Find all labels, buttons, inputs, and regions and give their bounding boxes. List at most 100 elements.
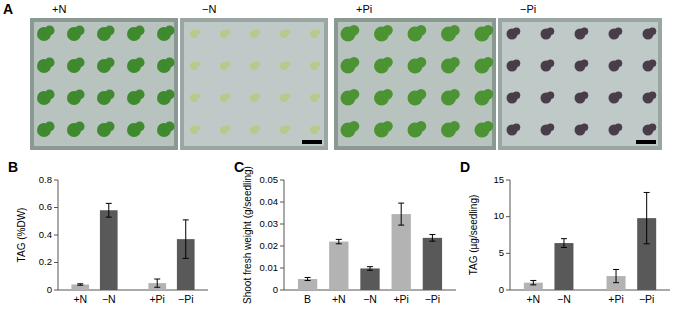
error-cap [106, 203, 112, 204]
y-tick-label: 0.4 [39, 229, 52, 240]
error-line [432, 235, 433, 242]
error-cap [154, 287, 160, 288]
seedling [483, 57, 494, 68]
y-tick [280, 290, 284, 291]
photo [334, 18, 496, 150]
seedling [135, 26, 145, 36]
error-cap [367, 270, 373, 271]
panel-label: B [8, 159, 18, 175]
error-bar [336, 239, 342, 243]
scale-bar [636, 140, 656, 144]
error-line [563, 239, 564, 248]
photo [498, 18, 662, 150]
error-cap [561, 238, 567, 239]
seedling [105, 26, 115, 36]
y-tick-label: 0 [273, 284, 278, 295]
seedling [45, 58, 55, 68]
error-bar [106, 203, 112, 217]
y-tick-label: 15 [493, 174, 504, 185]
y-tick-label: 0.8 [39, 174, 52, 185]
error-cap [530, 280, 536, 281]
bar [298, 279, 317, 290]
seedling [416, 57, 427, 68]
figure: A+N−N+Pi−PiBTAG (%DW)00.20.40.60.8+N−N+P… [0, 0, 680, 314]
error-line [401, 203, 402, 225]
y-tick [280, 246, 284, 247]
y-tick-label: 0.2 [39, 256, 52, 267]
seedling [194, 93, 200, 99]
error-cap [429, 241, 435, 242]
seedling [513, 123, 521, 131]
error-line [185, 220, 186, 259]
bars [298, 203, 442, 290]
error-cap [305, 277, 311, 278]
error-cap [336, 239, 342, 240]
seedling [194, 125, 200, 131]
photo-plate [180, 18, 328, 150]
bar [392, 214, 411, 290]
error-bar [530, 280, 536, 284]
seedling [649, 27, 657, 35]
seedling [45, 26, 55, 36]
error-cap [154, 279, 160, 280]
error-bar [398, 203, 404, 225]
seedling [649, 91, 657, 99]
seedling [224, 93, 230, 99]
error-cap [644, 192, 650, 193]
seedling [513, 91, 521, 99]
error-cap [613, 269, 619, 270]
x-tick-label: +N [526, 293, 540, 305]
x-tick-label: −Pi [639, 293, 654, 305]
error-bar [644, 192, 650, 243]
error-cap [398, 203, 404, 204]
bars [524, 192, 656, 290]
y-tick [54, 290, 58, 291]
photo [180, 18, 328, 150]
y-axis [284, 180, 285, 290]
seedling [547, 123, 555, 131]
y-tick-label: 0 [47, 284, 52, 295]
y-tick [280, 224, 284, 225]
error-bar [367, 267, 373, 271]
seedling [314, 93, 320, 99]
seedling [284, 93, 290, 99]
y-tick [506, 216, 510, 217]
seedling [284, 61, 290, 67]
error-cap [561, 247, 567, 248]
y-tick-label: 5 [499, 247, 504, 258]
bar [71, 285, 89, 291]
seedling [45, 90, 55, 100]
photo-plate [334, 18, 496, 150]
seedling [649, 59, 657, 67]
y-tick [506, 253, 510, 254]
x-tick-label: −N [557, 293, 571, 305]
seedling [224, 125, 230, 131]
seedling [314, 61, 320, 67]
chart: DTAG (µg/seedling)051015+N−N+Pi−Pi [460, 159, 670, 305]
seedling [547, 27, 555, 35]
error-cap [305, 280, 311, 281]
seedling [483, 25, 494, 36]
error-line [646, 192, 647, 243]
bar [329, 242, 348, 290]
error-cap [398, 225, 404, 226]
photo-dish [338, 22, 492, 146]
seedling [75, 90, 85, 100]
x-tick-label: +Pi [149, 293, 164, 305]
error-bar [305, 277, 311, 280]
seedling [254, 93, 260, 99]
bar [360, 268, 379, 290]
seedling [75, 26, 85, 36]
seedling [382, 57, 393, 68]
photo-label: −N [202, 3, 216, 15]
seedling [615, 91, 623, 99]
error-cap [183, 219, 189, 220]
error-bar [154, 279, 160, 287]
photo-plate [498, 18, 662, 150]
seedling [615, 27, 623, 35]
seedling [75, 122, 85, 132]
error-bar [429, 235, 435, 242]
seedling [513, 27, 521, 35]
seedling [349, 25, 360, 36]
y-tick [54, 235, 58, 236]
